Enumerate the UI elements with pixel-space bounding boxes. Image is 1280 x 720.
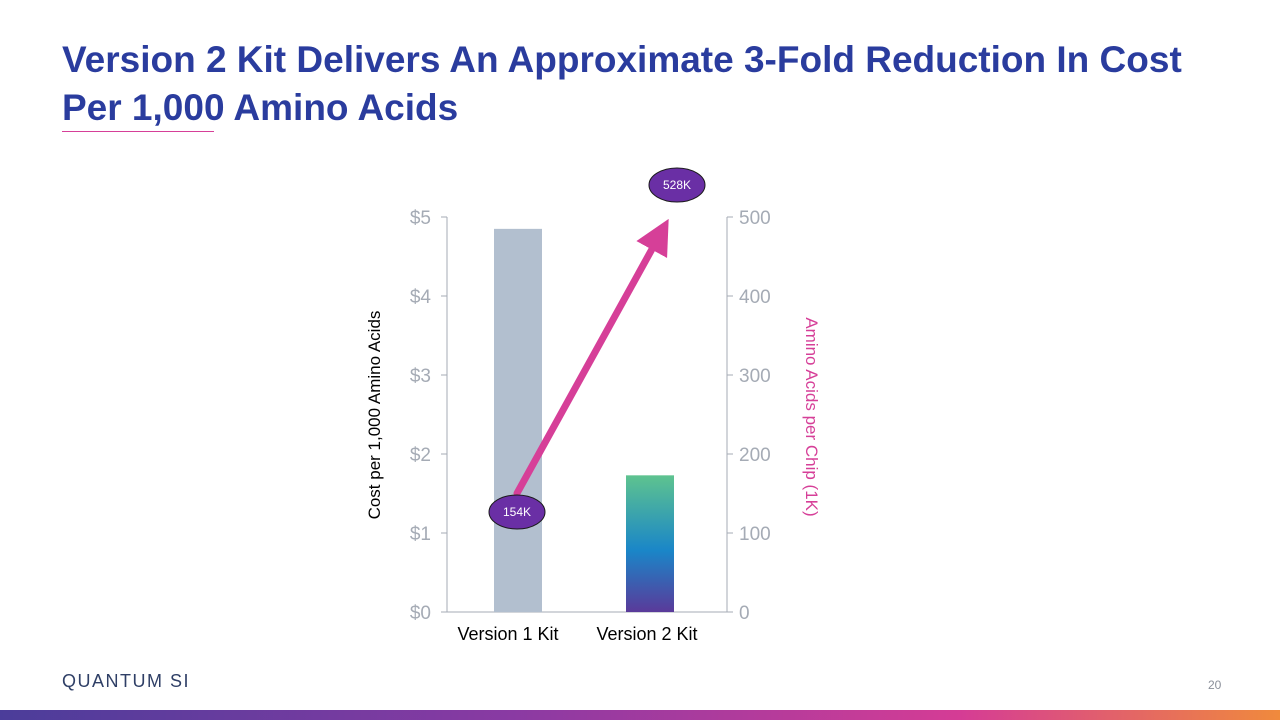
left-tick-label: $1 [410,524,431,545]
category-label-version-1: Version 1 Kit [457,624,558,644]
right-tick-label: 500 [739,208,771,229]
bar-version-2-kit [626,475,674,612]
right-tick-label: 400 [739,287,771,308]
title-underline [62,131,214,132]
left-tick-label: $3 [410,366,431,387]
bar-version-1-kit [494,228,542,612]
page-number: 20 [1208,678,1222,692]
left-tick-label: $4 [410,287,432,308]
footer-gradient-bar [0,710,1280,720]
amino-acids-trend-arrow [513,218,669,497]
slide-title: Version 2 Kit Delivers An Approximate 3-… [62,39,1182,128]
category-label-version-2: Version 2 Kit [596,624,697,644]
left-tick-label: $2 [410,445,431,466]
point-marker-version-1 [488,494,546,530]
left-tick-label: $0 [410,603,431,624]
right-tick-label: 0 [739,603,750,624]
right-tick-label: 200 [739,445,771,466]
right-tick-label: 100 [739,524,771,545]
point-label-version-1: 154K [503,505,531,519]
left-tick-label: $5 [410,208,431,229]
point-marker-version-2 [648,167,706,203]
left-axis-title: Cost per 1,000 Amino Acids [365,311,384,520]
right-tick-label: 300 [739,366,771,387]
point-label-version-2: 528K [663,178,691,192]
company-logo: QUANTUM SI [62,671,191,691]
right-axis-title: Amino Acids per Chip (1K) [802,317,821,516]
